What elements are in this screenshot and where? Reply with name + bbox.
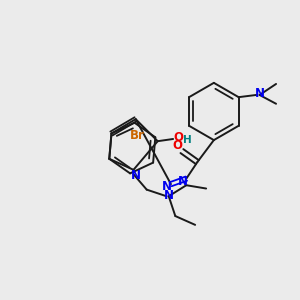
Text: Br: Br <box>130 129 145 142</box>
Text: N: N <box>255 87 265 101</box>
Text: O: O <box>172 139 182 152</box>
Text: N: N <box>178 176 188 188</box>
Text: N: N <box>161 180 172 193</box>
Text: N: N <box>131 169 141 182</box>
Text: H: H <box>183 135 192 145</box>
Text: N: N <box>164 189 174 202</box>
Text: O: O <box>174 131 184 144</box>
